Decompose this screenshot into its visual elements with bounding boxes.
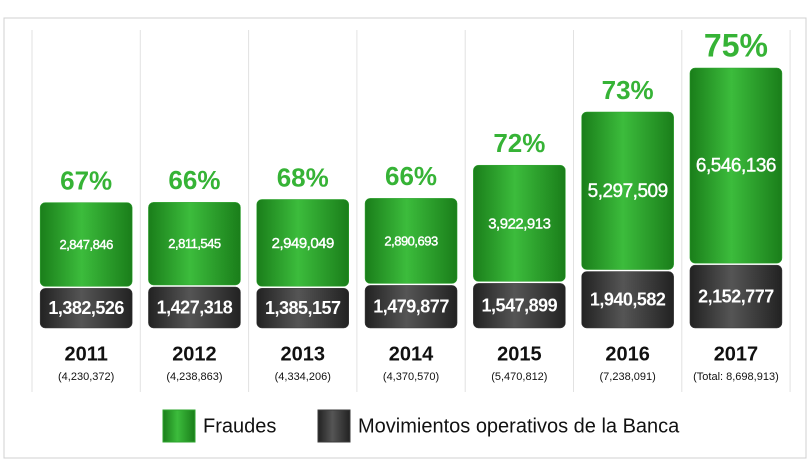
value-label: 2,949,049 xyxy=(272,235,334,252)
bar-segment xyxy=(364,198,458,284)
total-label: (4,334,206) xyxy=(275,371,331,383)
value-label: 2,847,846 xyxy=(59,237,113,252)
bar-segment xyxy=(39,288,133,329)
value-label: 1,479,877 xyxy=(373,296,449,316)
percent-label: 66% xyxy=(385,161,437,191)
value-label: 3,922,913 xyxy=(488,215,550,232)
value-label: 2,890,693 xyxy=(384,233,438,248)
bar-segment xyxy=(473,164,566,282)
value-label: 1,385,157 xyxy=(265,298,341,318)
total-label: (4,230,372) xyxy=(58,371,114,383)
bar-segment xyxy=(581,111,674,270)
value-label: 2,152,777 xyxy=(698,286,774,306)
bar-segment xyxy=(148,286,241,329)
bar-segment xyxy=(256,199,349,287)
x-tick-label: 2014 xyxy=(389,343,434,365)
value-label: 1,382,526 xyxy=(48,298,124,318)
percent-label: 68% xyxy=(277,162,329,192)
percent-label: 67% xyxy=(60,165,112,195)
value-label: 1,427,318 xyxy=(157,297,233,317)
legend-swatch xyxy=(317,409,351,443)
total-label: (4,370,570) xyxy=(383,371,439,383)
x-tick-label: 2013 xyxy=(281,343,326,365)
bar-segment xyxy=(148,202,241,286)
legend-label: Movimientos operativos de la Banca xyxy=(358,415,680,437)
value-label: 2,811,545 xyxy=(168,236,221,251)
x-tick-label: 2012 xyxy=(172,343,217,365)
legend-label: Fraudes xyxy=(203,415,276,437)
percent-label: 75% xyxy=(704,27,768,63)
percent-label: 73% xyxy=(602,75,654,105)
value-label: 1,940,582 xyxy=(590,290,666,310)
bar-segment xyxy=(256,288,349,329)
x-tick-label: 2011 xyxy=(64,343,107,365)
frame xyxy=(3,17,807,459)
bar-segment xyxy=(689,67,783,264)
bar-segment xyxy=(364,285,458,329)
x-tick-label: 2015 xyxy=(497,343,542,365)
bar-segment xyxy=(39,202,133,287)
total-label: (Total: 8,698,913) xyxy=(693,371,779,383)
x-tick-label: 2016 xyxy=(605,343,650,365)
bar-segment xyxy=(689,264,783,329)
legend-swatch xyxy=(162,409,196,443)
total-label: (5,470,812) xyxy=(491,371,547,383)
percent-label: 66% xyxy=(168,165,220,195)
total-label: (7,238,091) xyxy=(600,371,656,383)
value-label: 5,297,509 xyxy=(588,181,668,202)
bar-segment xyxy=(581,271,674,329)
percent-label: 72% xyxy=(493,128,545,158)
value-label: 6,546,136 xyxy=(696,156,776,177)
total-label: (4,238,863) xyxy=(166,371,222,383)
bar-segment xyxy=(473,283,566,329)
value-label: 1,547,899 xyxy=(482,295,558,315)
x-tick-label: 2017 xyxy=(714,343,759,365)
